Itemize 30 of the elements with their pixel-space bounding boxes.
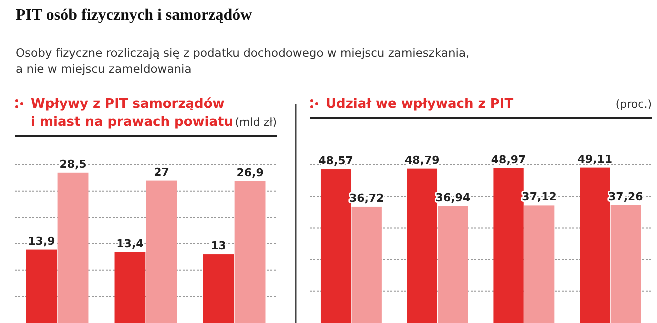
bar — [494, 168, 524, 323]
bar — [610, 205, 642, 323]
bar — [438, 206, 468, 323]
data-label: 13,9 — [28, 234, 56, 248]
bar — [114, 252, 146, 323]
bar — [352, 206, 382, 323]
data-label: 13 — [211, 240, 226, 253]
bar — [320, 170, 352, 323]
data-label: 28,5 — [60, 158, 87, 171]
bar — [146, 180, 178, 323]
bar — [203, 254, 234, 323]
y-axis-title: (mld zł) — [235, 116, 277, 129]
text: Osoby fizyczne rozliczają się z podatku dochodowego w miejscu zamieszkania, a nie w miejscu zameldowania — [16, 46, 470, 76]
bar — [407, 168, 438, 323]
bar — [234, 181, 266, 323]
y-axis-title: (proc.) — [616, 98, 652, 111]
data-label: 48,97 — [491, 153, 526, 166]
chart-title: Wpływy z PIT samorządów i miast na prawach powiatu — [31, 97, 234, 130]
data-label: 49,11 — [578, 152, 613, 166]
data-label: 13,4 — [116, 237, 144, 250]
bar — [58, 172, 89, 323]
data-label: 26,9 — [236, 166, 264, 180]
chart-title: Udział we wpływach z PIT — [326, 97, 514, 112]
text: PIT osób fizycznych i samorządów — [16, 7, 253, 24]
bar — [580, 168, 610, 323]
bar — [524, 206, 555, 323]
data-label: 48,79 — [405, 154, 440, 167]
data-label: 27 — [154, 166, 170, 179]
data-label: 48,57 — [318, 154, 354, 168]
bar — [26, 250, 58, 323]
